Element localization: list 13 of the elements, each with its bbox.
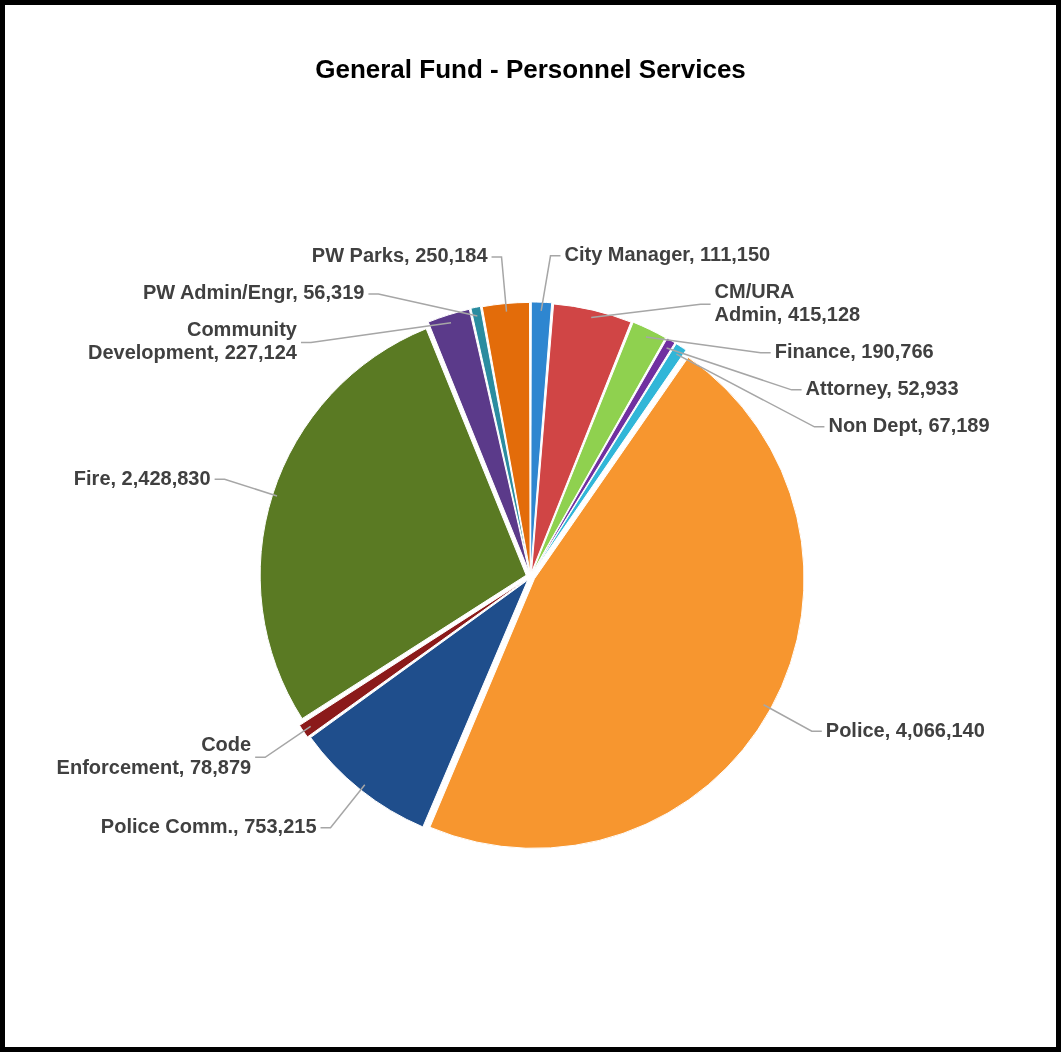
slice-label: Finance, 190,766 [774,340,934,363]
slice-label: Police, 4,066,140 [825,718,985,741]
slice-label: CM/URA Admin, 415,128 [714,280,861,326]
slice-label: Attorney, 52,933 [805,377,959,400]
slice-label: City Manager, 111,150 [564,243,771,266]
slice-label: PW Parks, 250,184 [311,244,489,267]
slice-label: Non Dept, 67,189 [828,414,990,437]
slice-label: Police Comm., 753,215 [100,815,317,838]
slice-label: Community Development, 227,124 [87,318,298,364]
slice-label: PW Admin/Engr, 56,319 [142,281,365,304]
slice-label: Code Enforcement, 78,879 [56,733,252,779]
chart-title: General Fund - Personnel Services [315,53,746,84]
slice-label: Fire, 2,428,830 [73,466,211,489]
